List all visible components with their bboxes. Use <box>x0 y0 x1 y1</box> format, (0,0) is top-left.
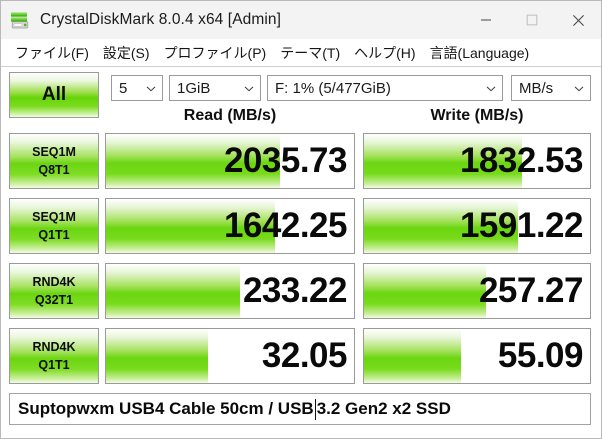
run-all-button[interactable]: All <box>9 72 99 118</box>
result-row: SEQ1M Q1T1 1642.25 1591.22 <box>1 198 601 254</box>
read-bar-fill <box>106 264 240 318</box>
read-column-header: Read (MB/s) <box>183 107 277 124</box>
result-row: RND4K Q1T1 32.05 55.09 <box>1 328 601 384</box>
read-value: 2035.73 <box>223 141 348 180</box>
maximize-icon[interactable] <box>509 1 555 39</box>
read-result-bar[interactable]: 2035.73 <box>105 133 355 189</box>
test-queue-label: Q32T1 <box>34 293 74 307</box>
write-result-bar[interactable]: 1832.53 <box>363 133 591 189</box>
write-value: 257.27 <box>478 271 584 310</box>
write-column-header: Write (MB/s) <box>430 107 524 124</box>
menu-item-theme[interactable]: テーマ(T) <box>280 44 341 61</box>
comment-text-after: 3.2 Gen2 x2 SSD <box>316 399 451 418</box>
result-row: RND4K Q32T1 233.22 257.27 <box>1 263 601 319</box>
test-type-label: RND4K <box>32 274 76 289</box>
chevron-down-icon <box>146 80 156 97</box>
menu-item-file[interactable]: ファイル(F) <box>15 44 89 61</box>
write-value: 1832.53 <box>459 141 584 180</box>
read-value: 233.22 <box>242 271 348 310</box>
drive-select[interactable]: F: 1% (5/477GiB) <box>267 75 503 101</box>
menu-item-profile[interactable]: プロファイル(P) <box>163 44 267 61</box>
chevron-down-icon <box>574 80 584 97</box>
result-row: SEQ1M Q8T1 2035.73 1832.53 <box>1 133 601 189</box>
test-type-label: SEQ1M <box>32 144 76 159</box>
read-bar-fill <box>106 134 280 188</box>
read-result-bar[interactable]: 32.05 <box>105 328 355 384</box>
comment-input[interactable]: Suptopwxm USB4 Cable 50cm / USB 3.2 Gen2… <box>9 393 591 425</box>
test-label-rnd4k-q32t1[interactable]: RND4K Q32T1 <box>9 263 99 319</box>
write-result-bar[interactable]: 55.09 <box>363 328 591 384</box>
read-value: 1642.25 <box>223 206 348 245</box>
text-cursor <box>314 398 316 420</box>
read-result-bar[interactable]: 233.22 <box>105 263 355 319</box>
read-bar-fill <box>106 199 275 253</box>
close-icon[interactable] <box>555 1 601 39</box>
unit-select[interactable]: MB/s <box>511 75 591 101</box>
window-controls <box>463 1 601 39</box>
write-bar-fill <box>364 199 518 253</box>
test-label-seq1m-q8t1[interactable]: SEQ1M Q8T1 <box>9 133 99 189</box>
write-bar-fill <box>364 329 462 383</box>
menu-bar: ファイル(F) 設定(S) プロファイル(P) テーマ(T) ヘルプ(H) 言語… <box>1 39 601 67</box>
test-queue-label: Q1T1 <box>38 228 70 242</box>
test-count-value: 5 <box>119 79 128 97</box>
test-count-select[interactable]: 5 <box>111 75 163 101</box>
write-bar-fill <box>364 264 487 318</box>
title-bar: CrystalDiskMark 8.0.4 x64 [Admin] <box>1 1 601 39</box>
comment-text-before: Suptopwxm USB4 Cable 50cm / USB <box>18 399 314 418</box>
test-size-value: 1GiB <box>177 79 211 97</box>
read-bar-fill <box>106 329 208 383</box>
window-title: CrystalDiskMark 8.0.4 x64 [Admin] <box>40 11 282 28</box>
main-content: All 5 1GiB F: 1% (5/477GiB) MB/s Re <box>1 67 601 438</box>
write-result-bar[interactable]: 257.27 <box>363 263 591 319</box>
chevron-down-icon <box>486 80 496 97</box>
test-label-rnd4k-q1t1[interactable]: RND4K Q1T1 <box>9 328 99 384</box>
read-value: 32.05 <box>261 336 348 375</box>
read-result-bar[interactable]: 1642.25 <box>105 198 355 254</box>
test-size-select[interactable]: 1GiB <box>169 75 261 101</box>
write-bar-fill <box>364 134 523 188</box>
test-queue-label: Q1T1 <box>38 358 70 372</box>
menu-item-language[interactable]: 言語(Language) <box>429 44 530 61</box>
write-result-bar[interactable]: 1591.22 <box>363 198 591 254</box>
menu-item-help[interactable]: ヘルプ(H) <box>354 44 416 61</box>
write-value: 1591.22 <box>459 206 584 245</box>
menu-item-settings[interactable]: 設定(S) <box>102 44 150 61</box>
write-value: 55.09 <box>497 336 584 375</box>
chevron-down-icon <box>244 80 254 97</box>
test-type-label: RND4K <box>32 339 76 354</box>
test-type-label: SEQ1M <box>32 209 76 224</box>
test-queue-label: Q8T1 <box>38 163 70 177</box>
minimize-icon[interactable] <box>463 1 509 39</box>
disk-stack-icon <box>9 9 31 31</box>
drive-value: F: 1% (5/477GiB) <box>275 79 391 97</box>
test-label-seq1m-q1t1[interactable]: SEQ1M Q1T1 <box>9 198 99 254</box>
unit-value: MB/s <box>519 79 554 97</box>
